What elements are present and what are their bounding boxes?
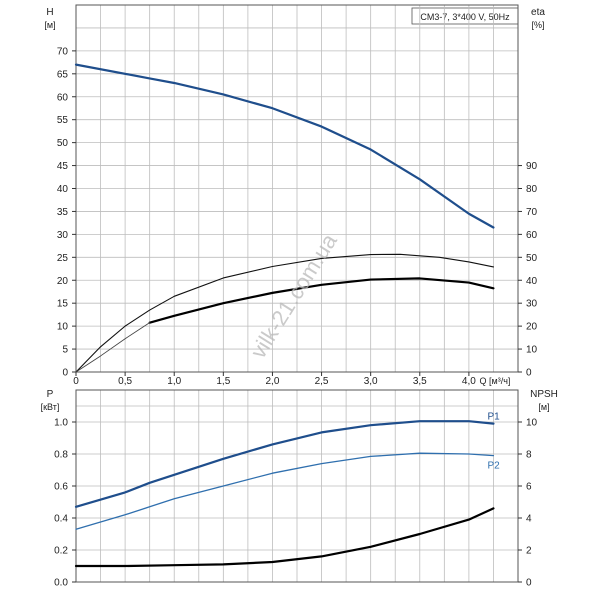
right-tick-label: 6 [526,482,532,493]
left-tick-label: 15 [57,299,69,310]
x-tick-label: 4,0 [462,376,476,387]
right-tick-label: 10 [526,345,538,356]
left-tick-label: 0.4 [54,514,68,525]
right-tick-label: 80 [526,184,538,195]
top-right-axis-unit: [%] [531,20,544,30]
top-right-axis-title: eta [531,7,545,18]
right-tick-label: 2 [526,546,532,557]
left-tick-label: 30 [57,230,69,241]
bottom-right-axis-unit: [м] [538,402,549,412]
left-tick-label: 0.8 [54,450,68,461]
series-label-p2: P2 [487,461,500,472]
left-tick-label: 45 [57,161,69,172]
right-tick-label: 4 [526,514,532,525]
x-tick-label: 0,5 [118,376,132,387]
panel-bottom: 0.0 0.2 0.4 0.6 0.8 1.0 0 2 4 6 8 10 P1 P2 [54,389,538,589]
left-tick-label: 60 [57,92,69,103]
series-line-p1 [74,420,495,508]
x-tick-label: 1,0 [167,376,181,387]
bottom-right-axis-title: NPSH [530,389,558,400]
left-tick-label: 50 [57,138,69,149]
x-tick-label: 3,0 [364,376,378,387]
left-tick-label: 55 [57,115,69,126]
x-tick-label: 0 [73,376,79,387]
x-tick-label: 3,5 [413,376,427,387]
left-tick-label: 70 [57,46,69,57]
right-tick-label: 40 [526,276,538,287]
right-tick-label: 0 [526,578,532,589]
top-left-axis-title: H [46,7,53,18]
series-line-top-1 [75,253,494,373]
left-tick-label: 20 [57,276,69,287]
bottom-left-axis-title: P [47,389,54,400]
left-tick-label: 5 [62,345,68,356]
left-tick-label: 40 [57,184,69,195]
series-line-top-3 [75,322,151,373]
x-tick-label: 2,5 [315,376,329,387]
model-label: CM3-7, 3*400 V, 50Hz [420,12,510,22]
series-line-top-2 [148,277,495,324]
top-left-axis-unit: [м] [44,20,55,30]
left-tick-label: 0 [62,368,68,379]
left-tick-label: 25 [57,253,69,264]
right-tick-label: 60 [526,230,538,241]
left-tick-label: 65 [57,69,69,80]
right-tick-label: 20 [526,322,538,333]
series-line-bottom-2 [74,507,495,568]
right-tick-label: 50 [526,253,538,264]
left-tick-label: 1.0 [54,418,68,429]
right-tick-label: 70 [526,207,538,218]
panel-top: 0 5 10 15 20 25 30 35 40 45 50 55 60 65 70 0 10 20 30 40 50 6… [57,4,538,387]
series-line-top-0 [74,63,495,229]
left-tick-label: 35 [57,207,69,218]
series-line-p2 [75,452,495,530]
x-tick-label: 2,0 [265,376,279,387]
left-tick-label: 0.6 [54,482,68,493]
right-tick-label: 8 [526,450,532,461]
left-tick-label: 0.0 [54,578,68,589]
right-tick-label: 10 [526,418,538,429]
top-x-axis-label: Q [м³/ч] [480,376,511,386]
right-tick-label: 0 [526,368,532,379]
bottom-left-axis-unit: [кВт] [41,402,60,412]
series-label-p1: P1 [487,412,500,423]
left-tick-label: 10 [57,322,69,333]
right-tick-label: 30 [526,299,538,310]
left-tick-label: 0.2 [54,546,68,557]
right-tick-label: 90 [526,161,538,172]
x-tick-label: 1,5 [216,376,230,387]
